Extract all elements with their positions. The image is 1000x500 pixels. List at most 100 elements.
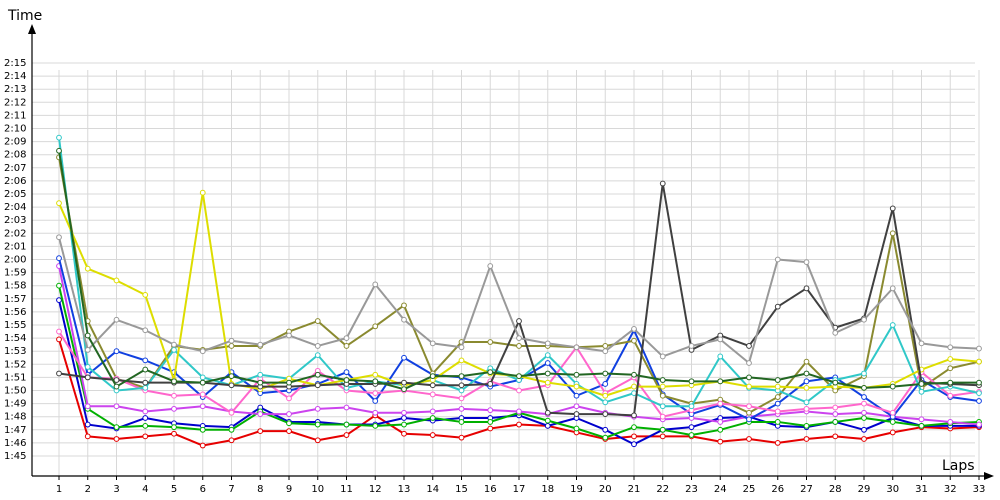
data-point: [84, 421, 91, 428]
data-point: [861, 409, 867, 416]
data-point: [861, 384, 867, 391]
data-point: [659, 383, 666, 390]
data-point: [717, 419, 724, 425]
data-point: [631, 371, 637, 378]
data-point: [286, 379, 292, 386]
y-tick-label: 1:54: [4, 333, 26, 344]
data-point: [659, 377, 666, 383]
data-point: [142, 357, 149, 364]
data-point: [976, 358, 982, 365]
data-point: [717, 336, 724, 343]
data-point: [199, 403, 206, 410]
data-point: [947, 356, 954, 362]
data-point: [487, 369, 494, 376]
data-point: [458, 382, 465, 389]
data-point: [832, 379, 839, 386]
data-point: [889, 205, 896, 212]
x-tick-label: 11: [340, 484, 353, 495]
data-point: [631, 424, 637, 431]
data-point: [861, 400, 867, 407]
data-point: [257, 371, 264, 378]
data-point: [171, 405, 177, 412]
data-point: [458, 387, 465, 394]
data-point: [774, 440, 781, 446]
x-tick-label: 29: [858, 484, 871, 495]
data-point: [688, 378, 695, 385]
data-point: [458, 395, 465, 402]
data-point: [228, 426, 235, 433]
data-point: [659, 413, 666, 420]
data-point: [573, 425, 580, 432]
data-point: [918, 422, 925, 429]
data-point: [401, 386, 407, 393]
data-point: [314, 421, 321, 428]
data-point: [142, 433, 149, 440]
data-point: [889, 409, 896, 416]
data-point: [659, 426, 666, 433]
data-point: [688, 403, 695, 410]
data-point: [631, 441, 637, 448]
data-point: [429, 432, 436, 438]
x-tick-label: 26: [771, 484, 784, 495]
data-point: [171, 341, 177, 348]
y-tick-label: 2:12: [4, 97, 26, 108]
y-tick-label: 1:56: [4, 307, 26, 318]
data-point: [401, 409, 407, 416]
data-point: [84, 265, 91, 272]
data-point: [286, 332, 292, 339]
data-point: [918, 340, 925, 347]
data-point: [314, 352, 321, 359]
data-point: [372, 323, 379, 330]
data-point: [889, 419, 896, 425]
data-point: [228, 382, 235, 389]
data-point: [199, 189, 206, 196]
data-point: [544, 352, 551, 359]
y-tick-label: 1:55: [4, 320, 26, 331]
data-point: [429, 408, 436, 415]
y-tick-label: 1:59: [4, 268, 26, 279]
data-point: [976, 398, 982, 404]
data-point: [199, 426, 206, 433]
y-tick-label: 1:58: [4, 281, 26, 292]
data-point: [659, 180, 666, 187]
data-point: [113, 348, 120, 355]
data-point: [746, 416, 752, 423]
data-point: [861, 426, 867, 433]
data-point: [861, 436, 867, 442]
tick-labels: 1:45 1:46 1:47 1:48 1:49 1:50 1:51 1:52 1:53 1:54…: [4, 58, 985, 495]
data-point: [429, 340, 436, 347]
x-tick-label: 7: [228, 484, 234, 495]
data-point: [516, 421, 522, 428]
data-point: [286, 420, 292, 427]
data-point: [314, 382, 321, 389]
data-point: [84, 332, 91, 339]
x-tick-label: 1: [56, 484, 62, 495]
data-point: [573, 371, 580, 378]
y-tick-label: 1:53: [4, 346, 26, 357]
series-lines: [56, 134, 982, 449]
data-point: [631, 383, 637, 390]
y-tick-label: 2:03: [4, 215, 26, 226]
data-point: [774, 408, 781, 415]
data-point: [56, 370, 62, 377]
data-point: [774, 377, 781, 383]
data-point: [56, 282, 62, 289]
data-point: [947, 419, 954, 425]
data-point: [372, 390, 379, 397]
data-point: [803, 405, 810, 412]
data-point: [803, 358, 810, 365]
data-point: [573, 411, 580, 417]
data-point: [372, 409, 379, 416]
data-point: [228, 343, 235, 349]
data-point: [171, 378, 177, 385]
data-point: [717, 353, 724, 360]
x-tick-label: 20: [599, 484, 612, 495]
data-point: [573, 344, 580, 351]
x-tick-label: 31: [915, 484, 928, 495]
data-point: [659, 353, 666, 360]
data-point: [803, 259, 810, 266]
data-point: [602, 399, 609, 406]
data-point: [602, 370, 609, 377]
data-point: [142, 327, 149, 334]
x-tick-label: 8: [257, 484, 263, 495]
